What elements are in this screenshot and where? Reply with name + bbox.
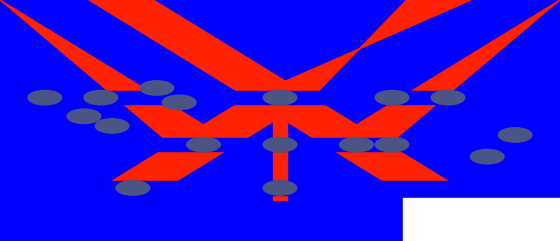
Polygon shape xyxy=(324,0,560,145)
Polygon shape xyxy=(248,0,471,98)
Circle shape xyxy=(162,95,196,110)
Polygon shape xyxy=(248,98,389,145)
Circle shape xyxy=(470,149,504,164)
Circle shape xyxy=(116,181,150,195)
Circle shape xyxy=(186,137,220,152)
Circle shape xyxy=(375,90,409,105)
Circle shape xyxy=(498,128,532,142)
Circle shape xyxy=(340,137,374,152)
Circle shape xyxy=(431,90,465,105)
Circle shape xyxy=(263,181,297,195)
Polygon shape xyxy=(0,0,236,145)
Circle shape xyxy=(28,90,62,105)
Circle shape xyxy=(140,81,174,95)
Polygon shape xyxy=(324,145,459,188)
Polygon shape xyxy=(273,98,287,200)
Circle shape xyxy=(95,119,129,133)
Polygon shape xyxy=(101,145,236,188)
Circle shape xyxy=(67,109,101,124)
Circle shape xyxy=(263,137,297,152)
Polygon shape xyxy=(89,0,312,98)
Polygon shape xyxy=(171,98,312,145)
Circle shape xyxy=(84,90,118,105)
Circle shape xyxy=(263,90,297,105)
Circle shape xyxy=(375,137,409,152)
